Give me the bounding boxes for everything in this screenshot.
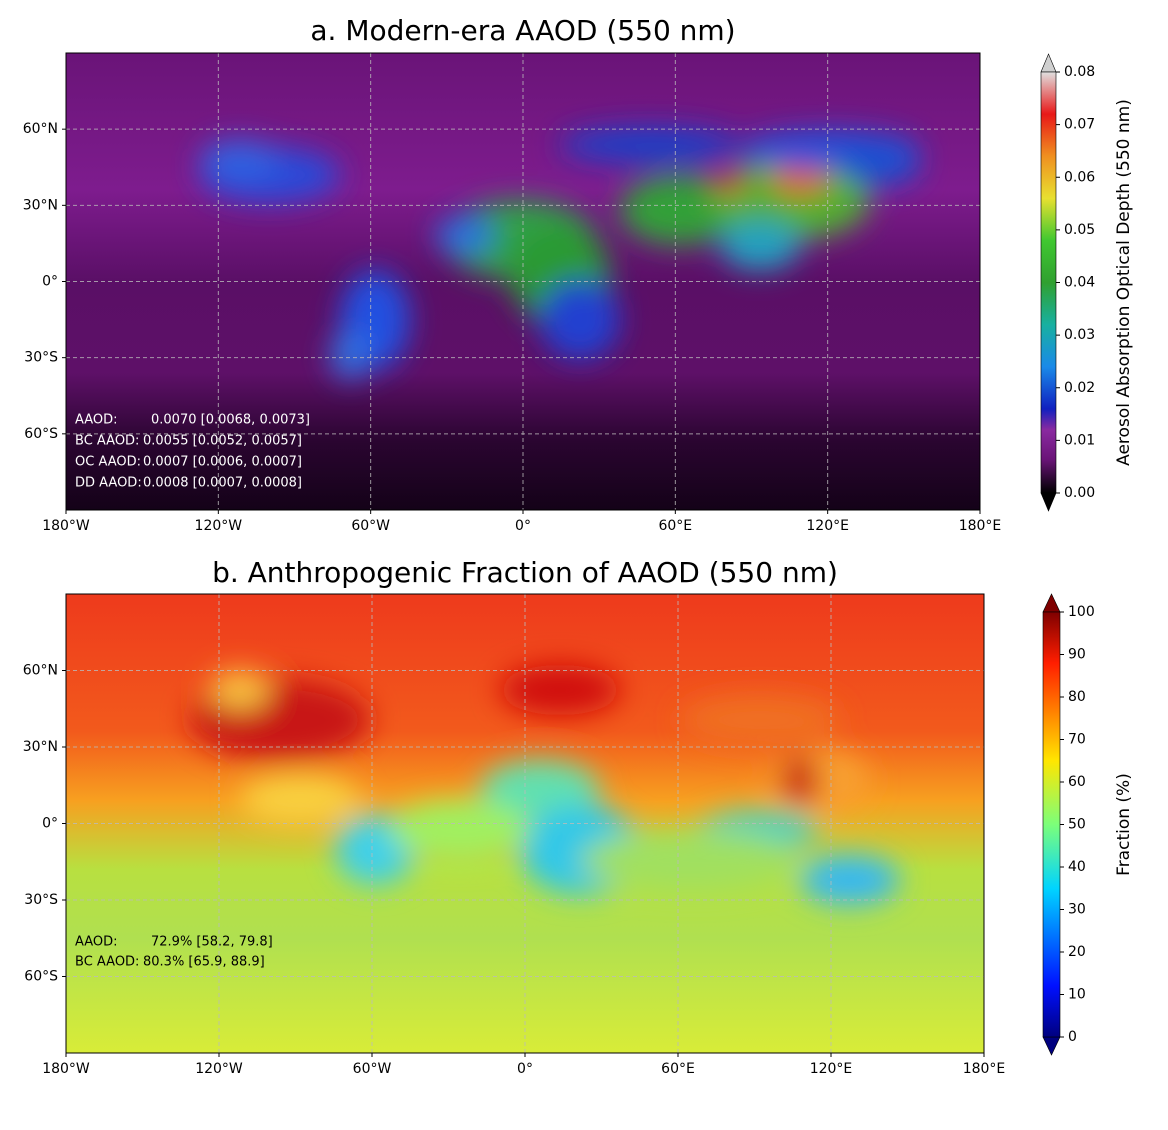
x-tick-label: 60°W: [351, 518, 390, 534]
colorbar-label: Fraction (%): [1114, 773, 1134, 876]
x-tick-label: 120°W: [195, 1061, 243, 1077]
field-blob: [210, 670, 270, 710]
field-blob: [680, 695, 840, 745]
colorbar: [1042, 611, 1061, 1038]
field-blob: [620, 175, 740, 245]
field-blobs: [200, 127, 920, 380]
y-tick-label: 60°N: [23, 121, 58, 137]
panel: b. Anthropogenic Fraction of AAOD (550 n…: [23, 556, 1134, 1077]
annotation-text: 72.9% [58.2, 79.8]: [151, 935, 273, 950]
colorbar-tick-label: 50: [1068, 817, 1086, 833]
colorbar-tick-label: 100: [1068, 604, 1095, 620]
colorbar-extend: [1040, 53, 1057, 73]
colorbar-label: Aerosol Absorption Optical Depth (550 nm…: [1114, 99, 1134, 466]
field-blob: [720, 220, 800, 270]
colorbar-tick-label: 90: [1068, 647, 1086, 663]
colorbar-tick-label: 20: [1068, 944, 1086, 960]
panel: a. Modern-era AAOD (550 nm) 180°W 120°W 60°…: [23, 14, 1134, 534]
field-blob: [540, 280, 620, 360]
annotation-label: OC AAOD:: [75, 455, 141, 470]
field-blob: [580, 830, 800, 890]
colorbar-tick-label: 30: [1068, 902, 1086, 918]
y-tick-label: 0°: [42, 816, 58, 832]
colorbar-extend: [1042, 1036, 1061, 1056]
colorbar-tick-label: 10: [1068, 987, 1086, 1003]
field-blob: [435, 217, 495, 253]
field-blob: [240, 775, 360, 825]
x-tick-label: 120°W: [195, 518, 243, 534]
x-tick-label: 60°W: [353, 1061, 392, 1077]
x-tick-label: 180°E: [959, 518, 1002, 534]
x-tick-label: 180°W: [42, 518, 90, 534]
annotation-text: 0.0070 [0.0068, 0.0073]: [151, 413, 310, 428]
colorbar: [1040, 71, 1057, 494]
y-tick-label: 30°N: [23, 739, 58, 755]
annotation-text: 80.3% [65.9, 88.9]: [143, 955, 265, 970]
x-tick-label: 120°E: [810, 1061, 853, 1077]
x-tick-label: 0°: [515, 518, 531, 534]
colorbar-tick-label: 0.07: [1064, 117, 1095, 133]
y-tick-label: 60°S: [24, 426, 58, 442]
field-blob: [500, 665, 620, 715]
y-tick-label: 30°S: [24, 892, 58, 908]
colorbar-tick-label: 40: [1068, 859, 1086, 875]
colorbar-extend: [1040, 492, 1057, 512]
annotation-label: BC AAOD:: [75, 955, 139, 970]
field-blob: [330, 330, 370, 380]
field-blob: [390, 800, 530, 860]
annotation-text: 0.0055 [0.0052, 0.0057]: [143, 434, 302, 449]
colorbar-extend: [1042, 593, 1061, 613]
annotation-label: BC AAOD:: [75, 434, 139, 449]
map-frame: [65, 52, 981, 511]
colorbar-tick-label: 0.06: [1064, 169, 1095, 185]
colorbar-tick-label: 0.01: [1064, 432, 1095, 448]
field-blob: [800, 855, 900, 905]
panel-title: a. Modern-era AAOD (550 nm): [310, 14, 735, 47]
x-tick-label: 60°E: [661, 1061, 695, 1077]
annotation-text: 0.0008 [0.0007, 0.0008]: [143, 476, 302, 491]
colorbar-tick-label: 0.05: [1064, 222, 1095, 238]
colorbar-tick-label: 0.02: [1064, 380, 1095, 396]
panel-title: b. Anthropogenic Fraction of AAOD (550 n…: [212, 556, 838, 589]
colorbar-tick-label: 70: [1068, 732, 1086, 748]
field-blob: [712, 177, 748, 193]
colorbar-tick-label: 0: [1068, 1029, 1077, 1045]
field-blob: [840, 145, 920, 185]
x-tick-label: 180°W: [42, 1061, 90, 1077]
y-tick-label: 60°S: [24, 969, 58, 985]
y-tick-label: 30°N: [23, 197, 58, 213]
x-tick-label: 0°: [517, 1061, 533, 1077]
colorbar-tick-label: 0.00: [1064, 485, 1095, 501]
x-tick-label: 120°E: [806, 518, 849, 534]
field-blobs: [190, 665, 900, 905]
field-blob: [560, 127, 740, 163]
colorbar-tick-label: 80: [1068, 689, 1086, 705]
map-frame: [65, 593, 985, 1054]
x-tick-label: 60°E: [658, 518, 692, 534]
annotation-text: 0.0007 [0.0006, 0.0007]: [143, 455, 302, 470]
y-tick-label: 30°S: [24, 350, 58, 366]
colorbar-tick-label: 0.03: [1064, 327, 1095, 343]
colorbar-tick-label: 60: [1068, 774, 1086, 790]
field-blob: [770, 165, 830, 195]
y-tick-label: 0°: [42, 274, 58, 290]
field-blob: [480, 760, 600, 820]
annotation-label: AAOD:: [75, 935, 118, 950]
x-tick-label: 180°E: [963, 1061, 1006, 1077]
colorbar-tick-label: 0.04: [1064, 275, 1095, 291]
field-blob: [782, 755, 818, 805]
field-blob: [200, 140, 280, 180]
colorbar-tick-label: 0.08: [1064, 64, 1095, 80]
annotation-label: AAOD:: [75, 413, 118, 428]
y-tick-label: 60°N: [23, 663, 58, 679]
annotation-label: DD AAOD:: [75, 476, 142, 491]
